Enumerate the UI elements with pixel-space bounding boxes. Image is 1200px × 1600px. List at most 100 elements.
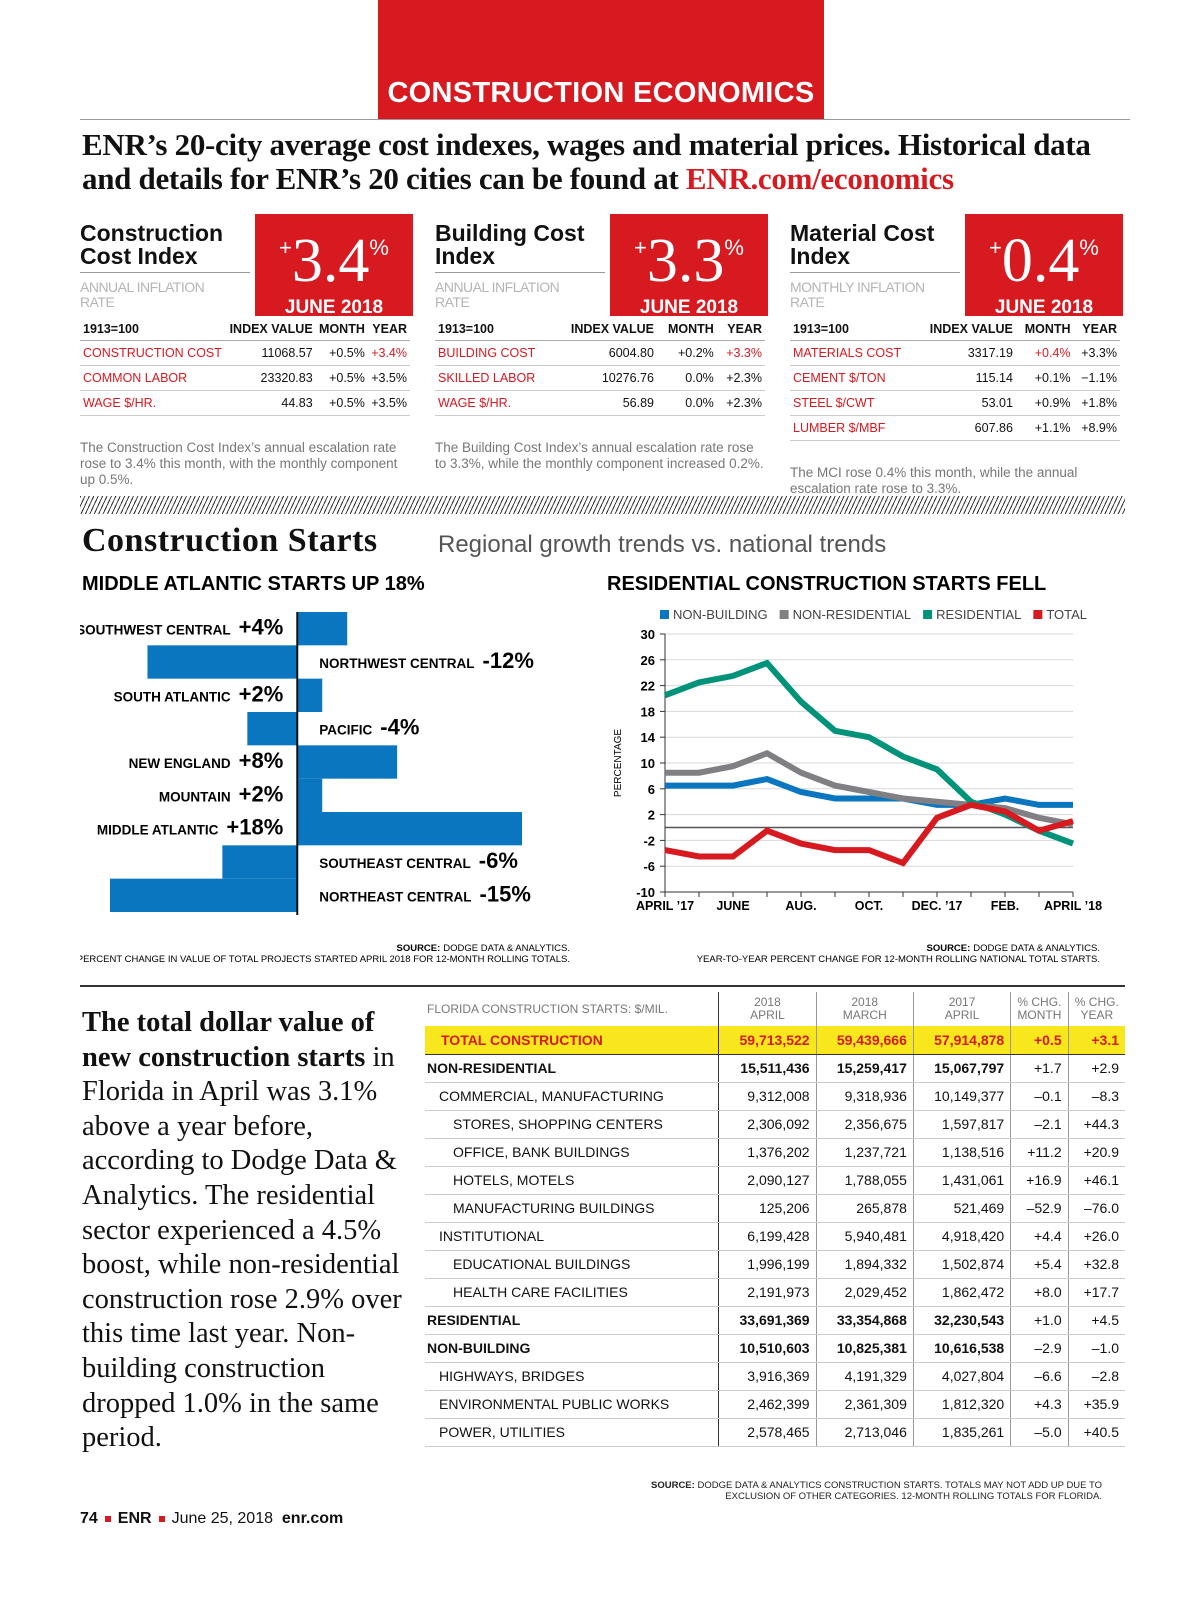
starts-subtitle: Regional growth trends vs. national tren… <box>438 531 887 558</box>
cell: −1.1% <box>1073 365 1120 391</box>
cell: +35.9 <box>1068 1390 1125 1419</box>
source: SOURCE: DODGE DATA & ANALYTICS. <box>926 943 1100 954</box>
bar-label: MIDDLE ATLANTIC +18% <box>97 815 283 840</box>
source: SOURCE: DODGE DATA & ANALYTICS. <box>396 943 570 954</box>
section-title: CONSTRUCTION ECONOMICS <box>387 77 815 109</box>
cell: LUMBER $/MBF <box>790 415 917 441</box>
bar-label: NEW ENGLAND +8% <box>129 748 284 773</box>
cell: EDUCATIONAL BUILDINGS <box>425 1250 720 1279</box>
cell: 2,090,127 <box>718 1166 817 1195</box>
cell: +32.8 <box>1068 1250 1125 1279</box>
category-label: PACIFIC <box>319 723 372 738</box>
cell: 1,376,202 <box>718 1138 817 1167</box>
bar-label: SOUTHWEST CENTRAL +4% <box>80 615 283 640</box>
cell: 265,878 <box>816 1194 914 1223</box>
cell: 2,191,973 <box>718 1278 817 1307</box>
cell: +3.4% <box>367 340 410 366</box>
index-note: The Construction Cost Index’s annual esc… <box>80 440 398 487</box>
cell: 1,237,721 <box>816 1138 914 1167</box>
divider <box>80 496 1125 514</box>
cell: +3.5% <box>367 365 410 391</box>
site[interactable]: enr.com <box>281 1510 344 1527</box>
cell: 2,713,046 <box>816 1418 914 1447</box>
lead: The total dollar value of new constructi… <box>82 1007 375 1073</box>
y-tick-label: 10 <box>641 756 655 771</box>
rate: +0.4% <box>965 214 1123 295</box>
cell: 10,825,381 <box>816 1334 914 1363</box>
cell: 33,691,369 <box>718 1306 817 1335</box>
bar-label: PACIFIC -4% <box>319 715 419 740</box>
cell: POWER, UTILITIES <box>425 1418 720 1447</box>
cell: 3,916,369 <box>718 1362 817 1391</box>
rate-value: 3.3 <box>646 227 725 295</box>
header-line: 2018 <box>754 995 781 1009</box>
x-tick-label: DEC. ’17 <box>912 899 963 913</box>
x-tick-label: OCT. <box>855 899 883 913</box>
column-header: 2017 APRIL <box>913 992 1012 1026</box>
column-header: YEAR <box>716 318 765 341</box>
cell: +40.5 <box>1068 1418 1125 1447</box>
cell: WAGE $/HR. <box>435 390 555 416</box>
cell: +46.1 <box>1068 1166 1125 1195</box>
bar <box>297 678 323 712</box>
cell: +2.3% <box>716 365 765 391</box>
index-panel: Material Cost Index MONTHLY INFLATION RAT… <box>790 214 1135 502</box>
cell: MATERIALS COST <box>790 340 917 366</box>
chart-note: YEAR-TO-YEAR PERCENT CHANGE FOR 12-MONTH… <box>697 954 1100 965</box>
index-body: 1913=100 INDEX VALUE MONTH YEAR BUILDING COS… <box>435 318 765 472</box>
row: WAGE $/HR. 44.83 +0.5% +3.5% <box>80 390 410 416</box>
table-row: COMMERCIAL, MANUFACTURING 9,312,008 9,318,… <box>425 1082 1125 1111</box>
legend-swatch <box>923 610 933 619</box>
cell: 2,578,465 <box>718 1418 817 1447</box>
rate: +3.4% <box>255 214 413 295</box>
cell: +26.0 <box>1068 1222 1125 1251</box>
cell: ENVIRONMENTAL PUBLIC WORKS <box>425 1390 720 1419</box>
rate-box: +0.4% JUNE 2018 <box>965 214 1123 318</box>
header-line: APRIL <box>944 1008 980 1022</box>
bar-chart: MIDDLE ATLANTIC STARTS UP 18% SOUTHWEST C… <box>80 573 570 965</box>
row: STEEL $/CWT 53.01 +0.9% +1.8% <box>790 390 1120 416</box>
column-header: % CHG. YEAR <box>1068 992 1125 1026</box>
rate-note: ANNUAL INFLATION RATE <box>80 279 205 310</box>
cell: 125,206 <box>718 1194 817 1223</box>
source-text: DODGE DATA & ANALYTICS. <box>443 943 570 954</box>
bullet <box>104 1515 111 1522</box>
table-row: NON-RESIDENTIAL 15,511,436 15,259,417 15,06… <box>425 1054 1125 1083</box>
intro-link[interactable]: ENR.com/economics <box>685 161 954 196</box>
cell: 521,469 <box>913 1194 1012 1223</box>
cell: +44.3 <box>1068 1110 1125 1139</box>
rate-date: JUNE 2018 <box>639 297 739 318</box>
column-header: 1913=100 <box>80 318 226 341</box>
rate: +3.3% <box>610 214 768 295</box>
bar-label: SOUTHEAST CENTRAL -6% <box>319 848 518 873</box>
florida-text: The total dollar value of new constructi… <box>82 1006 412 1456</box>
rate-note: MONTHLY INFLATION RATE <box>790 279 925 310</box>
cell: +3.1 <box>1068 1026 1125 1055</box>
cell: +4.4 <box>1010 1222 1069 1251</box>
cell: HEALTH CARE FACILITIES <box>425 1278 720 1307</box>
cell: 0.0% <box>656 365 717 391</box>
y-tick-label: -2 <box>643 833 655 848</box>
legend-swatch <box>1033 610 1043 619</box>
x-tick-label: JUNE <box>716 899 749 913</box>
rate-value: 3.4 <box>291 227 370 295</box>
legend-label: NON-BUILDING <box>673 607 768 622</box>
cell: +3.3% <box>1073 340 1120 366</box>
column-header: % CHG. MONTH <box>1010 992 1069 1026</box>
column-header: MONTH <box>1015 318 1074 341</box>
category-label: SOUTHEAST CENTRAL <box>319 856 471 871</box>
table-row: RESIDENTIAL 33,691,369 33,354,868 32,230,54… <box>425 1306 1125 1335</box>
index-note: The Building Cost Index’s annual escalat… <box>435 440 764 471</box>
cell: 57,914,878 <box>913 1026 1012 1055</box>
value-label: -15% <box>480 881 531 906</box>
cell: +11.2 <box>1010 1138 1069 1167</box>
cell: –2.1 <box>1010 1110 1069 1139</box>
cell: +1.7 <box>1010 1054 1069 1083</box>
cell: NON-RESIDENTIAL <box>425 1054 720 1083</box>
table-row: INSTITUTIONAL 6,199,428 5,940,481 4,918,420… <box>425 1222 1125 1251</box>
y-tick-label: 2 <box>648 808 655 823</box>
starts-table: FLORIDA CONSTRUCTION STARTS: $/MIL. 2018 A… <box>425 992 1125 1447</box>
bar <box>110 878 298 912</box>
cell: RESIDENTIAL <box>425 1306 720 1335</box>
index-body: 1913=100 INDEX VALUE MONTH YEAR CONSTRUCTION… <box>80 318 410 488</box>
